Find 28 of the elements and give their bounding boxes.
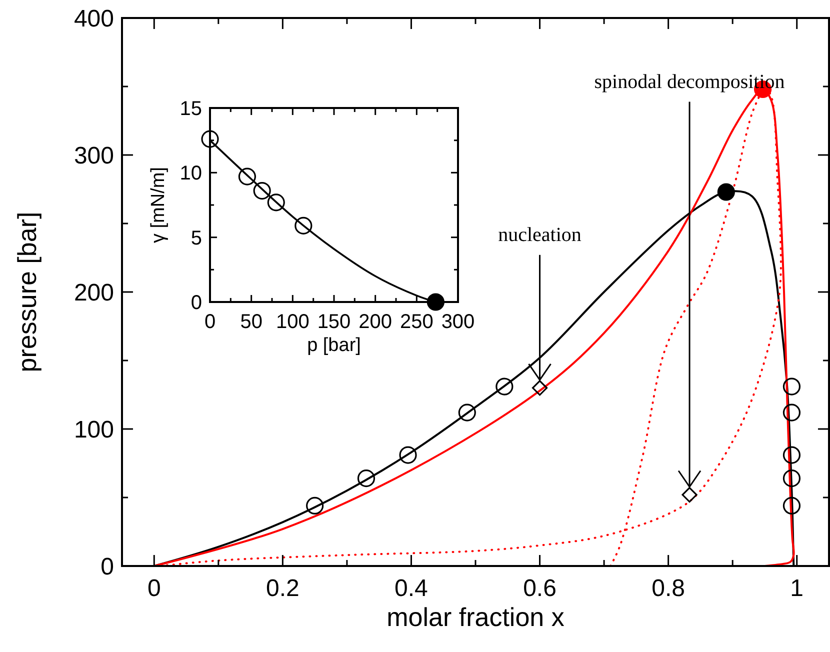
y-tick-label: 200 bbox=[74, 279, 114, 306]
x-tick-label: 300 bbox=[441, 311, 475, 333]
annotation: spinodal decomposition bbox=[594, 70, 785, 93]
x-tick-label: 150 bbox=[317, 311, 351, 333]
y-tick-label: 100 bbox=[74, 416, 114, 444]
y-tick-label: 0 bbox=[100, 553, 114, 580]
y-tick-label: 300 bbox=[74, 142, 114, 170]
x-tick-label: 0.8 bbox=[652, 575, 686, 602]
y-axis-title: γ [mN/m] bbox=[148, 167, 169, 243]
y-axis-title: pressure [bar] bbox=[12, 212, 42, 372]
y-tick-label: 0 bbox=[190, 292, 202, 314]
y-tick-label: 15 bbox=[180, 98, 202, 120]
x-tick-label: 250 bbox=[400, 311, 434, 333]
y-tick-label: 10 bbox=[180, 162, 202, 185]
x-tick-label: 50 bbox=[240, 311, 262, 333]
x-tick-label: 1 bbox=[790, 575, 804, 602]
x-tick-label: 0.2 bbox=[266, 575, 300, 602]
x-tick-label: 100 bbox=[276, 311, 310, 333]
x-tick-label: 0 bbox=[204, 311, 216, 333]
y-tick-label: 5 bbox=[190, 227, 202, 250]
x-tick-label: 0 bbox=[147, 575, 161, 602]
x-tick-label: 0.6 bbox=[523, 575, 556, 602]
y-tick-label: 400 bbox=[74, 5, 114, 32]
x-axis-title: molar fraction x bbox=[386, 602, 564, 632]
x-axis-title: p [bar] bbox=[307, 335, 361, 356]
x-tick-label: 200 bbox=[358, 311, 392, 333]
annotation: nucleation bbox=[498, 224, 582, 246]
x-tick-label: 0.4 bbox=[394, 575, 428, 602]
